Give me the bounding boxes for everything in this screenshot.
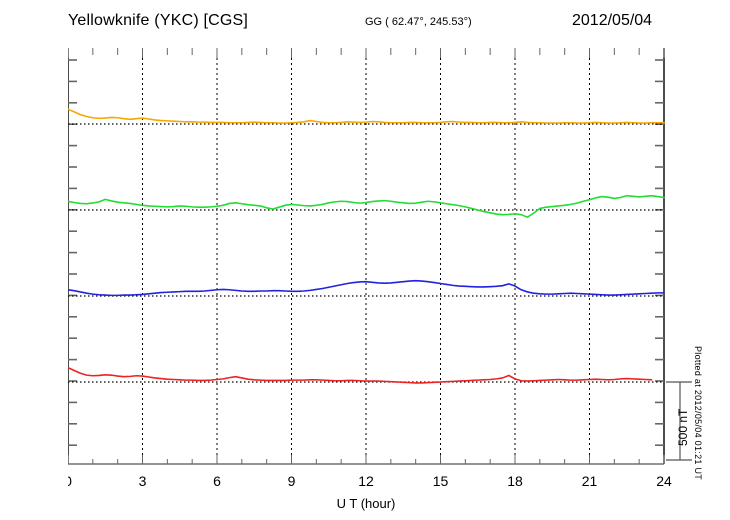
page-title: Yellowknife (YKC) [CGS]: [68, 12, 249, 29]
x-tick-label: 24: [656, 473, 672, 489]
observation-date: 2012/05/04: [572, 12, 653, 29]
x-tick-label: 21: [582, 473, 598, 489]
trace-f: [68, 108, 665, 124]
x-tick-label: 15: [433, 473, 449, 489]
plotted-at-timestamp: Plotted at 2012/05/04 01:21 UT: [693, 346, 703, 481]
trace-z: [68, 366, 653, 384]
x-tick-label: 6: [213, 473, 221, 489]
x-tick-label: 0: [68, 473, 72, 489]
x-tick-label: 18: [507, 473, 523, 489]
magnetogram-plot: 03691215182124U T (hour)F58720nTX8600nTY…: [68, 48, 692, 511]
geographic-coordinates: GG ( 62.47°, 245.53°): [365, 16, 472, 28]
x-axis-label: U T (hour): [337, 496, 396, 511]
trace-y: [68, 279, 665, 297]
chart-svg: 03691215182124U T (hour)F58720nTX8600nTY…: [68, 48, 692, 511]
scale-bar-label: 500 nT: [676, 408, 690, 446]
x-tick-label: 9: [288, 473, 296, 489]
x-tick-label: 3: [139, 473, 147, 489]
trace-x: [68, 194, 665, 218]
x-tick-label: 12: [358, 473, 374, 489]
